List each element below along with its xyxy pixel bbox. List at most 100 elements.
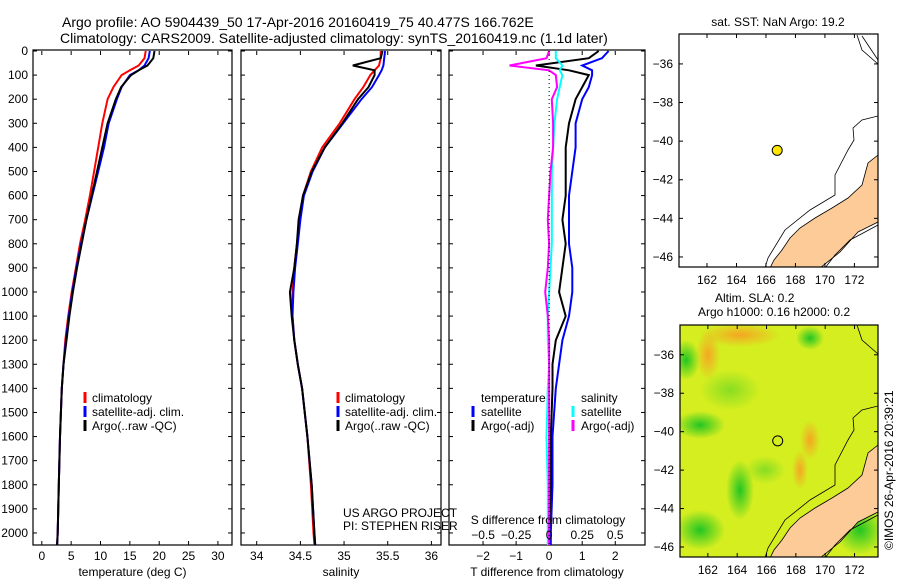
x-tick-label: 25 <box>182 549 196 563</box>
lat-tick-label: −38 <box>654 386 675 400</box>
lat-tick-label: −36 <box>654 348 675 362</box>
depth-tick-label: 2000 <box>1 526 28 540</box>
depth-tick-label: 1700 <box>1 454 28 468</box>
depth-tick-label: 1800 <box>1 478 28 492</box>
depth-tick-label: 1100 <box>2 309 28 323</box>
x-tick-label: 0 <box>38 549 45 563</box>
x-axis-label: salinity <box>323 565 360 579</box>
imos-stamp: ©IMOS 26-Apr-2016 20:39:21 <box>882 390 896 550</box>
project-label: US ARGO PROJECT <box>343 506 458 520</box>
lon-tick-label: 170 <box>815 273 835 287</box>
s-tick-label: 0.25 <box>571 528 595 542</box>
lat-tick-label: −38 <box>653 96 674 110</box>
lon-tick-label: 168 <box>785 273 805 287</box>
argo-float-marker <box>772 435 784 447</box>
lon-tick-label: 164 <box>727 563 747 577</box>
s-tick-label: 0.5 <box>607 528 624 542</box>
lon-tick-label: 166 <box>756 273 776 287</box>
lat-tick-label: −40 <box>654 425 675 439</box>
depth-tick-label: 200 <box>8 92 28 106</box>
panel-1-frame <box>32 49 233 546</box>
lat-tick-label: −36 <box>653 57 674 71</box>
legend-group-title: temperature <box>481 391 546 405</box>
series-line-satellite-adj-clim- <box>56 50 151 546</box>
s-axis-label: S difference from climatology <box>471 513 626 527</box>
title-line-2: Climatology: CARS2009. Satellite-adjuste… <box>60 30 608 46</box>
legend-label: Argo(..raw -QC) <box>345 419 430 433</box>
title-line-1: Argo profile: AO 5904439_50 17-Apr-2016 … <box>62 14 534 30</box>
depth-tick-label: 0 <box>21 44 28 58</box>
depth-tick-label: 500 <box>8 164 28 178</box>
x-tick-label: −2 <box>476 549 490 563</box>
x-tick-label: 35.5 <box>376 549 400 563</box>
lat-tick-label: −42 <box>654 463 675 477</box>
lon-tick-label: 172 <box>844 273 864 287</box>
map2-subtitle: Argo h1000: 0.16 h2000: 0.2 <box>698 305 850 319</box>
lon-tick-label: 162 <box>697 273 717 287</box>
lon-tick-label: 166 <box>757 563 777 577</box>
x-tick-label: 30 <box>211 549 225 563</box>
x-tick-label: 36 <box>425 549 439 563</box>
x-tick-label: 34 <box>250 549 264 563</box>
map2-title: Altim. SLA: 0.2 <box>715 291 795 305</box>
series-line-salinity-satellite <box>545 51 564 545</box>
legend-label: Argo(..raw -QC) <box>92 419 177 433</box>
depth-tick-label: 1500 <box>1 405 28 419</box>
x-tick-label: −1 <box>509 549 523 563</box>
series-line-climatology <box>291 51 382 546</box>
lon-tick-label: 172 <box>845 563 865 577</box>
depth-tick-label: 600 <box>8 189 28 203</box>
x-tick-label: 0 <box>546 549 553 563</box>
legend-label: satellite <box>481 405 522 419</box>
depth-tick-label: 1300 <box>1 357 28 371</box>
x-tick-label: 1 <box>579 549 586 563</box>
lat-tick-label: −44 <box>654 502 675 516</box>
depth-tick-label: 1000 <box>1 285 28 299</box>
legend-label: climatology <box>345 391 405 405</box>
map1-coastline <box>764 34 878 267</box>
depth-tick-label: 1400 <box>1 381 28 395</box>
legend-label: Argo(-adj) <box>481 419 534 433</box>
series-line-argo-raw-qc- <box>288 50 384 546</box>
depth-tick-label: 700 <box>8 213 28 227</box>
lon-tick-label: 170 <box>815 563 835 577</box>
s-tick-label: 0 <box>546 528 553 542</box>
pi-label: PI: STEPHEN RISER <box>343 519 458 533</box>
map-1-frame <box>678 33 879 268</box>
map-2-frame <box>679 324 879 558</box>
depth-tick-label: 1600 <box>1 430 28 444</box>
lat-tick-label: −46 <box>653 250 674 264</box>
series-line-salinity-argo-adj- <box>509 50 559 545</box>
x-tick-label: 2 <box>612 549 619 563</box>
legend-label: Argo(-adj) <box>581 419 634 433</box>
map1-title: sat. SST: NaN Argo: 19.2 <box>711 15 845 29</box>
argo-float-marker <box>771 144 783 156</box>
depth-tick-label: 400 <box>8 140 28 154</box>
series-line-temperature-argo-adj- <box>535 50 600 545</box>
depth-tick-label: 1200 <box>1 333 28 347</box>
s-tick-label: −0.5 <box>471 528 495 542</box>
legend-group-title: salinity <box>581 391 618 405</box>
x-tick-label: 34.5 <box>289 549 313 563</box>
depth-tick-label: 100 <box>8 68 28 82</box>
legend-label: satellite-adj. clim. <box>92 405 184 419</box>
lon-tick-label: 162 <box>698 563 718 577</box>
x-tick-label: 35 <box>337 549 351 563</box>
depth-tick-label: 900 <box>8 261 28 275</box>
series-line-temperature-satellite <box>549 50 610 545</box>
x-tick-label: 15 <box>123 549 137 563</box>
map2-coastline <box>764 325 878 557</box>
series-line-climatology <box>56 50 147 546</box>
depth-tick-label: 800 <box>8 237 28 251</box>
lat-tick-label: −44 <box>653 211 674 225</box>
lon-tick-label: 164 <box>726 273 746 287</box>
x-tick-label: 20 <box>153 549 167 563</box>
legend-label: satellite <box>581 405 622 419</box>
depth-tick-label: 1900 <box>1 502 28 516</box>
panel-2-frame <box>240 49 442 546</box>
series-line-argo-raw-qc- <box>56 50 156 546</box>
legend-label: climatology <box>92 391 152 405</box>
x-tick-label: 10 <box>94 549 108 563</box>
